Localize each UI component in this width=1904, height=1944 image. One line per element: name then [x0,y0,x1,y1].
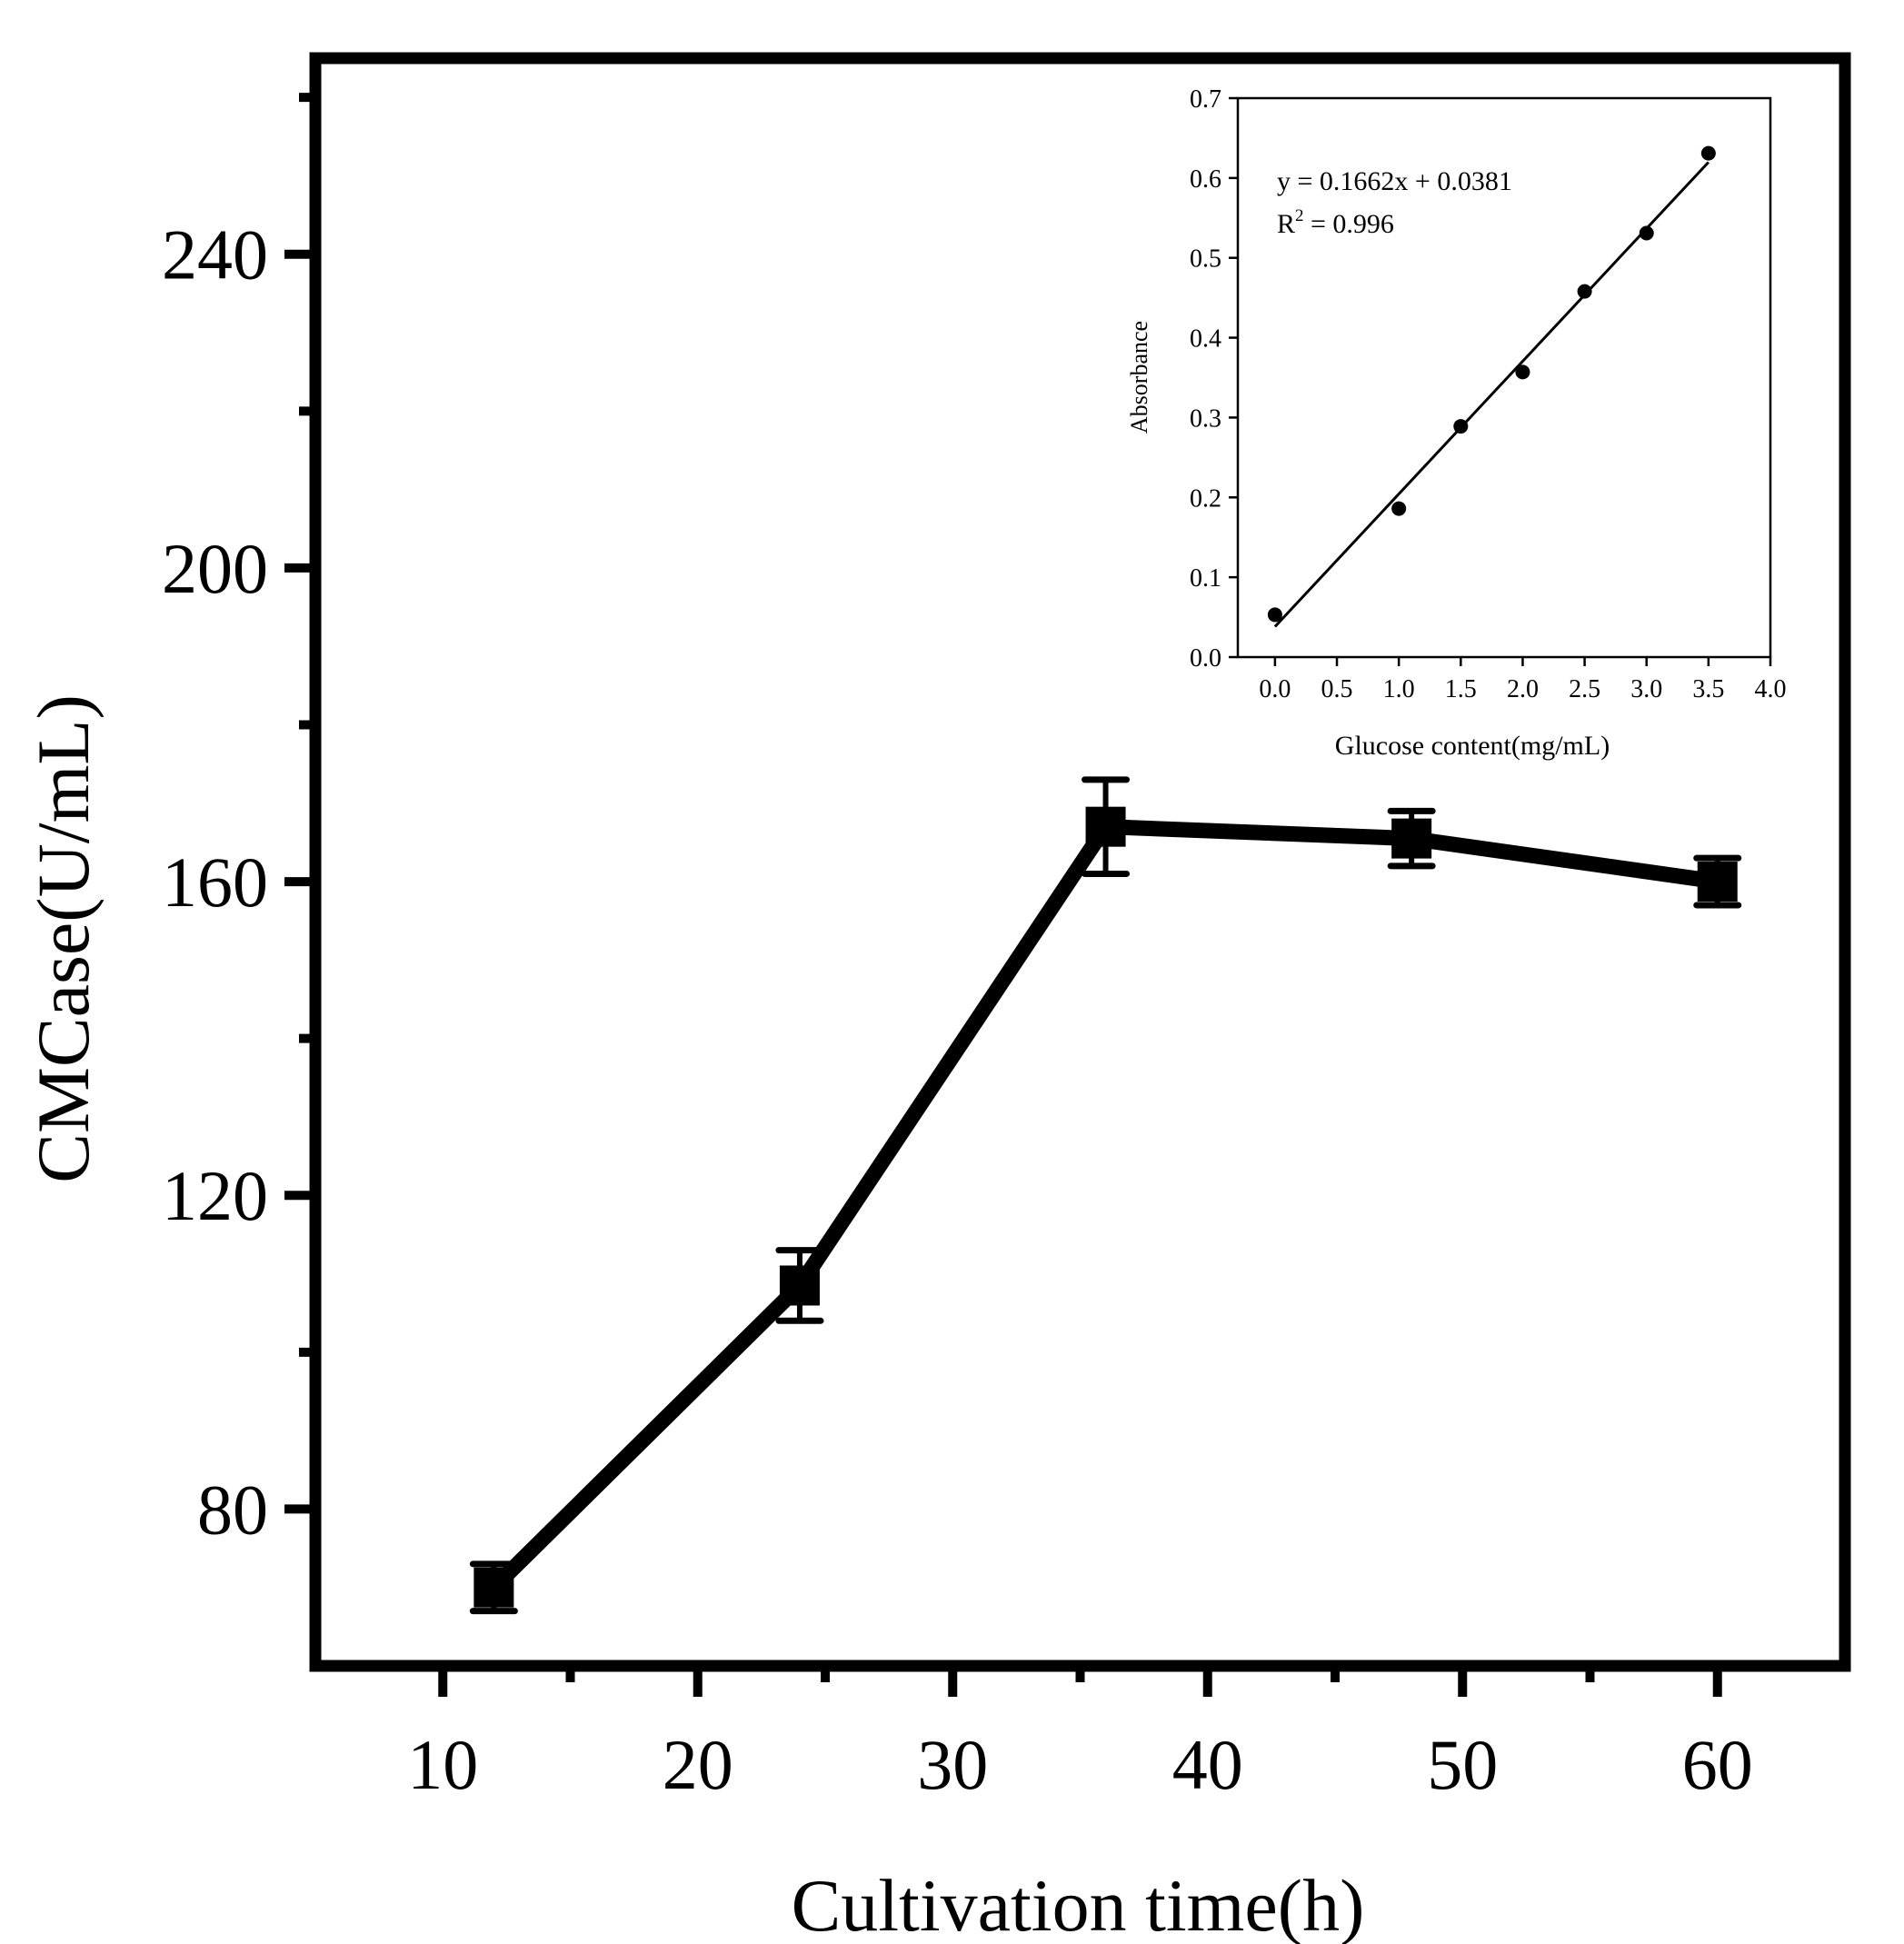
data-point-marker [779,1265,820,1306]
inset-y-tick-label: 0.7 [1190,85,1221,114]
inset-y-tick-label: 0.1 [1190,564,1221,593]
main-y-axis-label: CMCase(U/mL) [22,694,105,1182]
x-tick-label: 10 [407,1725,478,1804]
main-x-axis-label: Cultivation time(h) [792,1864,1365,1944]
data-point-marker [1697,862,1738,902]
r-squared-superscript: 2 [1295,206,1304,225]
inset-x-tick-label: 3.5 [1692,675,1724,703]
inset-x-axis-label: Glucose content(mg/mL) [1335,731,1610,761]
inset-y-tick-label: 0.0 [1190,644,1221,673]
inset-x-tick-label: 1.0 [1383,675,1415,703]
inset-data-point [1391,501,1407,516]
inset-x-tick-label: 0.5 [1321,675,1353,703]
inset-y-tick-label: 0.5 [1190,245,1221,274]
data-point-marker [1391,818,1432,859]
inset-data-point [1577,284,1592,299]
r-squared-prefix: R [1277,209,1295,239]
inset-data-point [1515,364,1530,380]
inset-x-tick-label: 2.5 [1569,675,1600,703]
inset-y-tick-label: 0.4 [1190,325,1221,354]
main-y-tick-labels: 80 120 160 200 240 [162,215,268,1550]
fit-line [1273,161,1710,628]
inset-data-point [1267,607,1282,623]
main-plot: 10 20 30 40 50 60 80 120 160 200 240 Cultivation … [22,52,1851,1944]
inset-data-point [1453,419,1469,434]
y-tick-label: 160 [162,842,268,922]
x-tick-label: 40 [1172,1725,1243,1804]
inset-ticks [1229,96,1772,666]
x-tick-label: 60 [1682,1725,1753,1804]
main-x-tick-labels: 10 20 30 40 50 60 [407,1725,1753,1804]
inset-y-tick-label: 0.2 [1190,484,1221,513]
inset-plot: 0.0 0.5 1.0 1.5 2.0 2.5 3.0 3.5 4.0 0.0 0.1 0.2 0.3… [1126,85,1787,761]
r-squared-label: R2 = 0.996 [1277,206,1394,239]
main-series [469,776,1742,1615]
data-point-marker [474,1567,514,1608]
inset-y-axis-label: Absorbance [1126,321,1152,434]
y-tick-label: 80 [197,1470,268,1549]
x-tick-label: 50 [1427,1725,1498,1804]
r-squared-value: = 0.996 [1304,209,1394,239]
y-tick-label: 120 [162,1156,268,1235]
inset-y-tick-labels: 0.0 0.1 0.2 0.3 0.4 0.5 0.6 0.7 [1190,85,1221,673]
main-plot-frame [309,52,1851,1672]
inset-x-tick-label: 3.0 [1630,675,1662,703]
x-tick-label: 20 [663,1725,733,1804]
inset-x-tick-labels: 0.0 0.5 1.0 1.5 2.0 2.5 3.0 3.5 4.0 [1259,675,1786,703]
y-tick-label: 200 [162,529,268,608]
x-tick-label: 30 [917,1725,988,1804]
inset-x-tick-label: 0.0 [1259,675,1291,703]
fit-equation-label: y = 0.1662x + 0.0381 [1277,166,1512,196]
inset-x-tick-label: 1.5 [1445,675,1477,703]
inset-plot-frame [1236,96,1772,659]
y-tick-label: 240 [162,215,268,294]
inset-x-tick-label: 2.0 [1507,675,1539,703]
data-point-marker [1085,806,1126,847]
inset-y-tick-label: 0.6 [1190,165,1221,194]
inset-x-tick-label: 4.0 [1755,675,1787,703]
inset-y-tick-label: 0.3 [1190,404,1221,433]
inset-data-point [1700,145,1716,161]
inset-data-point [1639,225,1654,241]
inset-series [1267,145,1716,628]
